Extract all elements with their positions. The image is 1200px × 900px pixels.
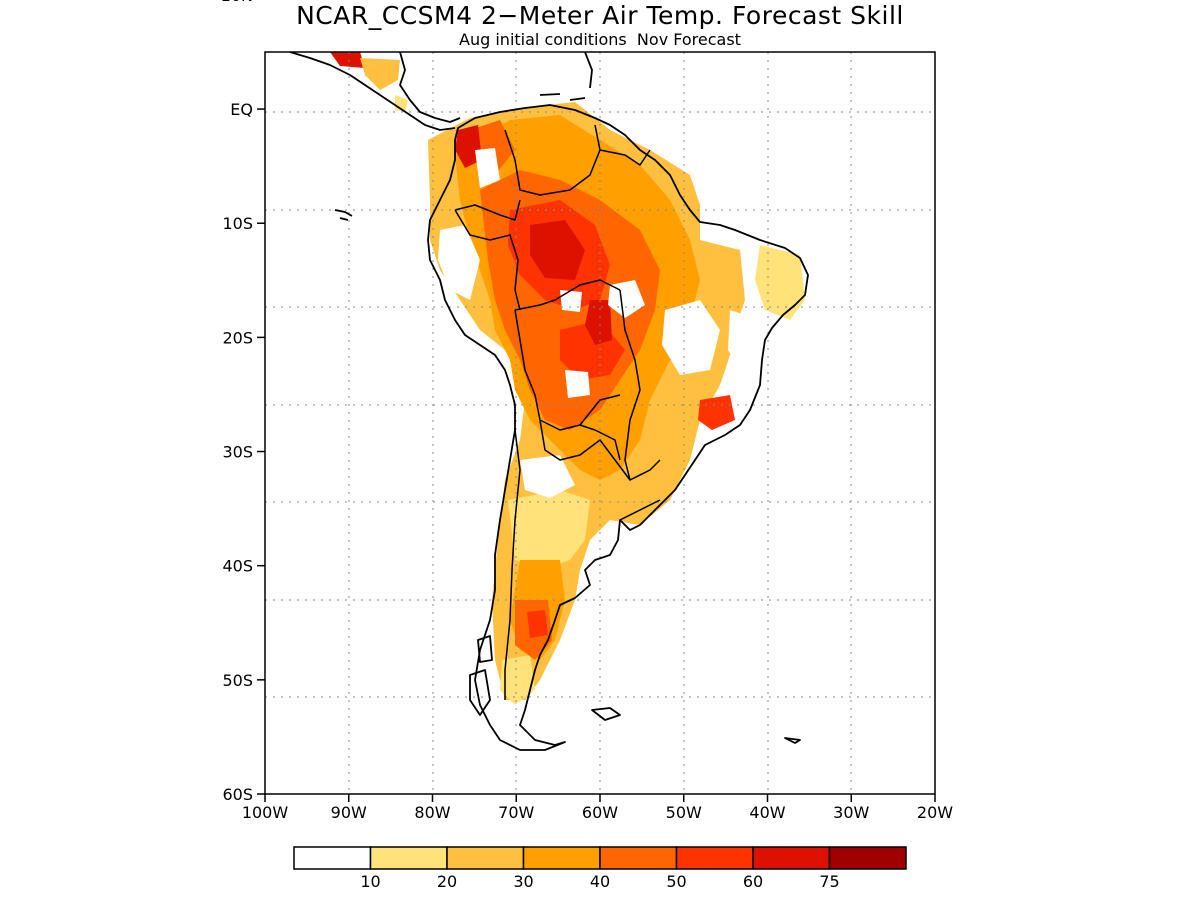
colorbar-swatch xyxy=(293,846,372,870)
colorbar-label: 50 xyxy=(666,872,686,891)
lon-tick-label: 60W xyxy=(582,803,618,822)
colorbar-swatch xyxy=(675,846,754,870)
central-america-north-coast xyxy=(399,52,461,123)
south-america-coastline xyxy=(427,104,809,751)
chile-archipelago xyxy=(469,635,493,716)
galapagos-islands xyxy=(334,209,353,221)
colorbar-label: 20 xyxy=(437,872,457,891)
lon-tick-label: 80W xyxy=(414,803,450,822)
lat-tick-label: 60S xyxy=(222,785,253,804)
lat-tick-label: 50S xyxy=(222,671,253,690)
latitude-axis: 10N EQ 10S 20S 30S 40S 50S 60S xyxy=(221,0,265,804)
lat-tick-label: 20S xyxy=(222,328,253,347)
central-america-coastline xyxy=(289,52,456,131)
skill-area-none-8 xyxy=(560,290,582,312)
colorbar-swatch xyxy=(828,846,907,870)
colorbar-label: 60 xyxy=(743,872,763,891)
lon-tick-label: 50W xyxy=(666,803,702,822)
lon-tick-label: 90W xyxy=(331,803,367,822)
skill-area-red-nw xyxy=(455,125,482,168)
skill-area-none-5 xyxy=(565,370,590,398)
lon-tick-label: 70W xyxy=(498,803,534,822)
skill-area-red-orange-3 xyxy=(698,395,735,430)
falkland-islands xyxy=(591,707,621,721)
figure-subtitle: Aug initial conditions Nov Forecast xyxy=(459,30,741,49)
lon-tick-label: 40W xyxy=(749,803,785,822)
skill-area-cam-orange xyxy=(360,58,400,90)
country-borders xyxy=(454,124,661,700)
colorbar-swatch xyxy=(752,846,831,870)
skill-area-none-4 xyxy=(728,310,765,380)
skill-area-yellow-south xyxy=(508,490,590,570)
lat-tick-label: 30S xyxy=(222,443,253,462)
colorbar-label: 10 xyxy=(360,872,380,891)
skill-area-none-3 xyxy=(662,300,720,375)
skill-area-none-6 xyxy=(520,455,575,498)
colorbar: 10 20 30 40 50 60 75 xyxy=(293,846,907,891)
caribbean-islands xyxy=(539,52,593,101)
longitude-axis: 100W 90W 80W 70W 60W 50W 40W 30W 20W xyxy=(242,794,953,822)
lat-tick-label: 40S xyxy=(222,557,253,576)
skill-area-none-1 xyxy=(608,280,645,318)
skill-area-none-2 xyxy=(438,225,480,300)
colorbar-label: 40 xyxy=(590,872,610,891)
colorbar-label: 30 xyxy=(513,872,533,891)
lat-tick-label: 10N xyxy=(221,0,253,5)
map-area xyxy=(265,52,935,794)
coastlines xyxy=(289,52,809,751)
colorbar-swatch xyxy=(369,846,448,870)
lat-tick-label: EQ xyxy=(230,100,253,119)
south-georgia xyxy=(784,737,801,744)
skill-area-none-7 xyxy=(475,148,500,188)
skill-area-red-orange-4 xyxy=(527,610,548,638)
skill-shading xyxy=(330,52,805,705)
figure-title: NCAR_CCSM4 2−Meter Air Temp. Forecast Sk… xyxy=(296,1,904,30)
skill-area-red xyxy=(530,220,585,280)
lat-tick-label: 10S xyxy=(222,214,253,233)
colorbar-swatch xyxy=(599,846,678,870)
colorbar-swatch xyxy=(446,846,525,870)
lon-tick-label: 100W xyxy=(242,803,289,822)
skill-area-red-central xyxy=(585,300,612,345)
lon-tick-label: 20W xyxy=(917,803,953,822)
colorbar-label: 75 xyxy=(819,872,839,891)
skill-area-red-cam xyxy=(330,52,365,68)
lon-tick-label: 30W xyxy=(833,803,869,822)
colorbar-swatch xyxy=(522,846,601,870)
skill-area-yellow-patagonia xyxy=(500,655,535,705)
